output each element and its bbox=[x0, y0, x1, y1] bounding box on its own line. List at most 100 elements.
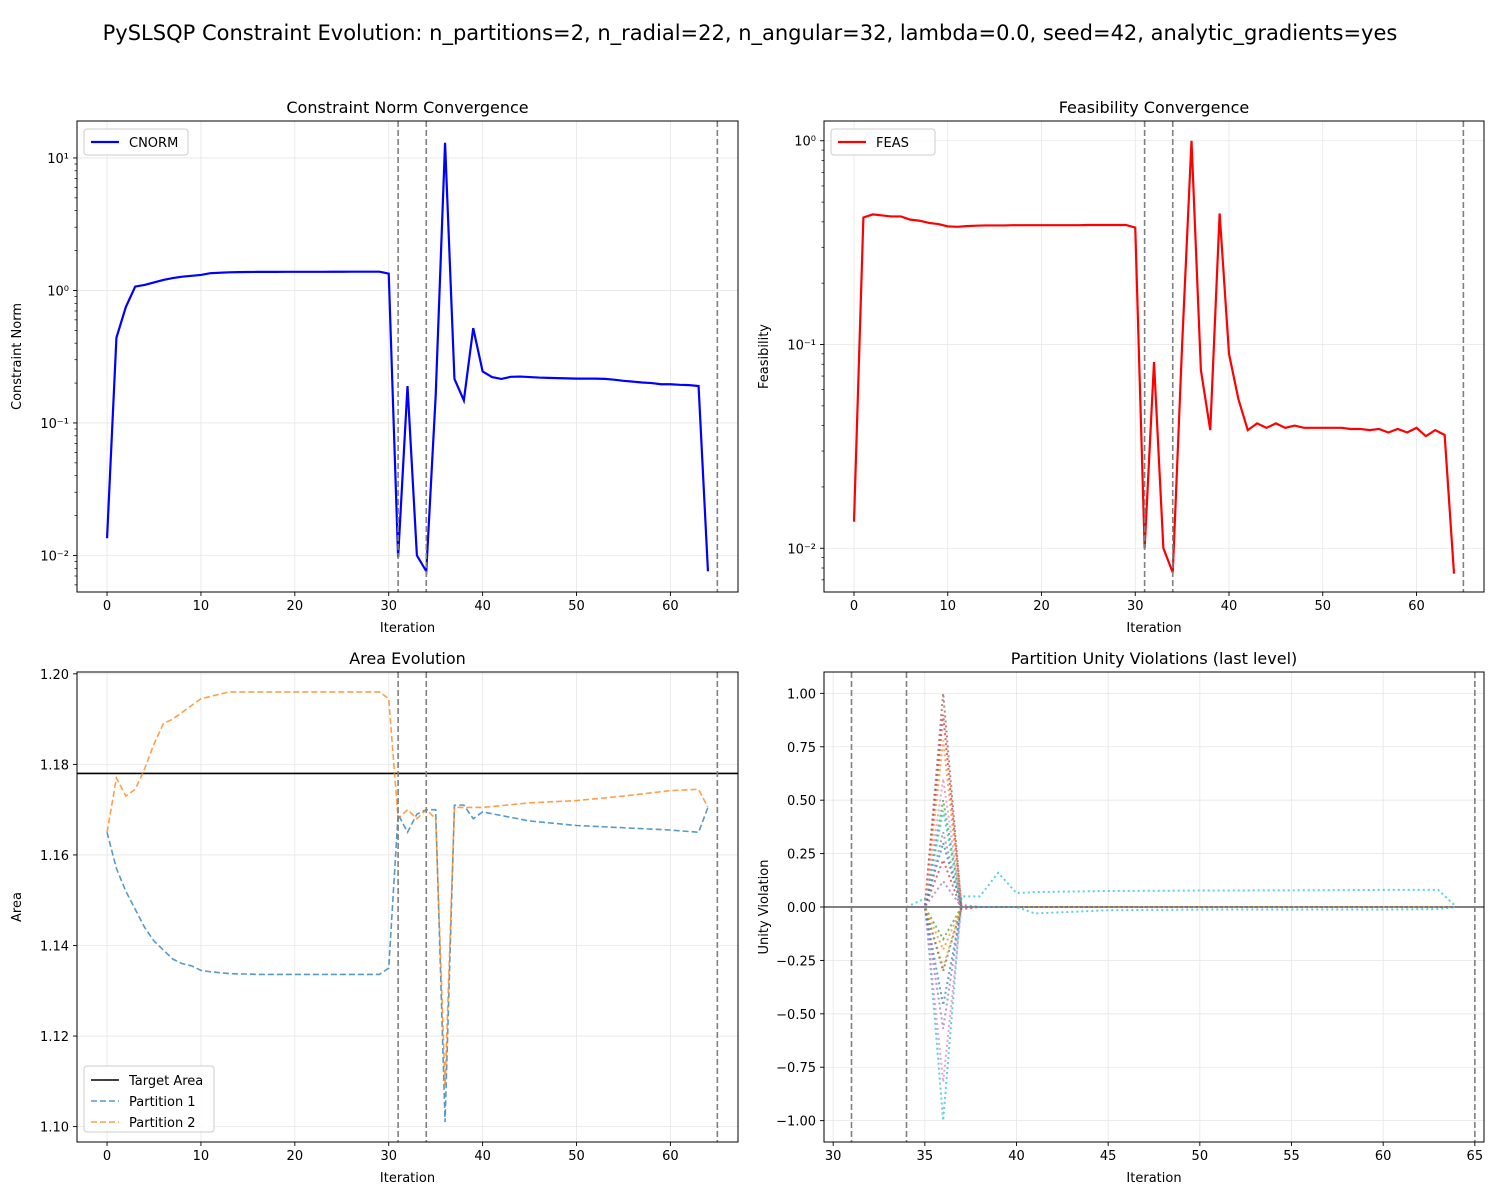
x-tick-label: 20 bbox=[287, 1149, 304, 1164]
panel-unity: 30 35 40 45 50 55 60 65 −1.00 −0.75 −0.50 −0.25 0.00… bbox=[757, 649, 1485, 1186]
y-axis-label: Unity Violation bbox=[757, 860, 772, 955]
y-tick-label: 10⁰ bbox=[794, 135, 816, 150]
y-tick-label: 10⁻² bbox=[40, 549, 69, 564]
panel-title: Partition Unity Violations (last level) bbox=[1011, 649, 1298, 668]
axes-frame bbox=[76, 671, 739, 1143]
panel-feas: 0 10 20 30 40 50 60 10⁻² 10⁻¹ 10⁰ Feasibility Conv… bbox=[757, 98, 1485, 636]
x-tick-label: 0 bbox=[850, 599, 858, 614]
series-line-violation-0 bbox=[906, 871, 1458, 1121]
y-tick-label: 10⁰ bbox=[47, 284, 69, 299]
x-axis-label: Iteration bbox=[1126, 1171, 1181, 1186]
y-tick-label: −0.50 bbox=[776, 1008, 816, 1023]
x-tick-label: 35 bbox=[917, 1149, 934, 1164]
series-line-partition-2 bbox=[106, 691, 709, 1086]
y-tick-label: −1.00 bbox=[776, 1115, 816, 1130]
panel-title: Constraint Norm Convergence bbox=[286, 98, 528, 117]
y-axis-label: Feasibility bbox=[757, 324, 772, 389]
panel-area: 0 10 20 30 40 50 60 1.10 1.12 1.14 1.16 1.18 1.20 Are… bbox=[10, 649, 739, 1186]
x-tick-label: 50 bbox=[568, 599, 585, 614]
x-tick-label: 65 bbox=[1467, 1149, 1484, 1164]
plot-area-cnorm bbox=[105, 121, 719, 592]
figure-title: PySLSQP Constraint Evolution: n_partitio… bbox=[103, 21, 1398, 46]
legend-feas: FEAS bbox=[830, 128, 936, 156]
series-line-violation-17 bbox=[906, 879, 1457, 908]
y-tick-label: −0.25 bbox=[776, 954, 816, 969]
x-tick-label: 40 bbox=[474, 1149, 491, 1164]
series-line-violation-9 bbox=[906, 906, 1457, 971]
x-tick-label: 40 bbox=[474, 599, 491, 614]
x-tick-label: 30 bbox=[380, 599, 397, 614]
series-line-cnorm bbox=[105, 142, 710, 575]
y-tick-label: 0.00 bbox=[787, 901, 816, 916]
y-tick-label: 1.14 bbox=[40, 939, 69, 954]
series-line-violation-7 bbox=[906, 800, 1457, 908]
x-tick-label: 10 bbox=[193, 599, 210, 614]
plot-area-feas bbox=[852, 121, 1465, 592]
y-tick-label: 1.00 bbox=[787, 687, 816, 702]
y-tick-label: −0.75 bbox=[776, 1061, 816, 1076]
y-tick-label: 10⁻¹ bbox=[787, 339, 816, 354]
x-tick-label: 20 bbox=[287, 599, 304, 614]
x-tick-label: 50 bbox=[1192, 1149, 1209, 1164]
panel-title: Area Evolution bbox=[349, 649, 466, 668]
legend-label: Partition 1 bbox=[129, 1095, 196, 1110]
axes-frame bbox=[823, 120, 1485, 593]
y-tick-label: 1.12 bbox=[40, 1030, 69, 1045]
x-tick-label: 40 bbox=[1221, 599, 1238, 614]
x-tick-label: 60 bbox=[1375, 1149, 1392, 1164]
panels: 0 10 20 30 40 50 60 10⁻² 10⁻¹ 10⁰ 10¹ Constraint No… bbox=[10, 98, 1485, 1186]
x-tick-label: 55 bbox=[1283, 1149, 1300, 1164]
axes-frame bbox=[76, 120, 739, 593]
legend-label: CNORM bbox=[129, 136, 178, 151]
y-tick-label: 10⁻¹ bbox=[40, 417, 69, 432]
x-axis-label: Iteration bbox=[380, 1171, 435, 1186]
x-tick-label: 30 bbox=[1127, 599, 1144, 614]
plot-area-unity bbox=[824, 672, 1484, 1142]
series-line-violation-10 bbox=[906, 810, 1457, 915]
y-tick-label: 1.16 bbox=[40, 849, 69, 864]
x-tick-label: 60 bbox=[662, 1149, 679, 1164]
y-tick-label: 10⁻² bbox=[787, 542, 816, 557]
x-tick-label: 10 bbox=[939, 599, 956, 614]
x-tick-label: 10 bbox=[193, 1149, 210, 1164]
plot-area-area bbox=[77, 672, 738, 1142]
x-tick-label: 45 bbox=[1100, 1149, 1117, 1164]
series-line-feas bbox=[852, 140, 1456, 574]
x-tick-label: 50 bbox=[568, 1149, 585, 1164]
x-tick-label: 40 bbox=[1008, 1149, 1025, 1164]
x-tick-label: 20 bbox=[1033, 599, 1050, 614]
x-tick-label: 0 bbox=[103, 599, 111, 614]
y-tick-label: 0.25 bbox=[787, 848, 816, 863]
x-tick-label: 60 bbox=[662, 599, 679, 614]
legend-label: FEAS bbox=[876, 136, 909, 151]
panel-cnorm: 0 10 20 30 40 50 60 10⁻² 10⁻¹ 10⁰ 10¹ Constraint No… bbox=[10, 98, 739, 636]
y-tick-label: 0.50 bbox=[787, 794, 816, 809]
legend-cnorm: CNORM bbox=[83, 128, 189, 156]
x-axis-label: Iteration bbox=[380, 621, 435, 636]
x-tick-label: 30 bbox=[380, 1149, 397, 1164]
legend-box bbox=[83, 128, 189, 156]
legend-label: Partition 2 bbox=[129, 1116, 196, 1131]
legend-label: Target Area bbox=[128, 1074, 203, 1089]
grid-feas bbox=[824, 121, 1484, 592]
legend-box bbox=[830, 128, 936, 156]
y-tick-label: 1.10 bbox=[40, 1121, 69, 1136]
y-axis-label: Constraint Norm bbox=[10, 303, 25, 410]
x-tick-label: 50 bbox=[1314, 599, 1331, 614]
x-tick-label: 30 bbox=[825, 1149, 842, 1164]
y-axis-label: Area bbox=[10, 892, 25, 922]
y-tick-label: 1.20 bbox=[40, 668, 69, 683]
x-axis-label: Iteration bbox=[1126, 621, 1181, 636]
y-tick-label: 0.75 bbox=[787, 741, 816, 756]
panel-title: Feasibility Convergence bbox=[1059, 98, 1250, 117]
x-tick-label: 60 bbox=[1408, 599, 1425, 614]
legend-area: Target Area Partition 1 Partition 2 bbox=[83, 1065, 215, 1133]
grid-cnorm bbox=[77, 121, 738, 592]
series-line-partition-1 bbox=[106, 804, 709, 1123]
x-tick-label: 0 bbox=[103, 1149, 111, 1164]
y-tick-label: 1.18 bbox=[40, 758, 69, 773]
y-tick-label: 10¹ bbox=[47, 152, 69, 167]
legend-box bbox=[83, 1065, 215, 1133]
